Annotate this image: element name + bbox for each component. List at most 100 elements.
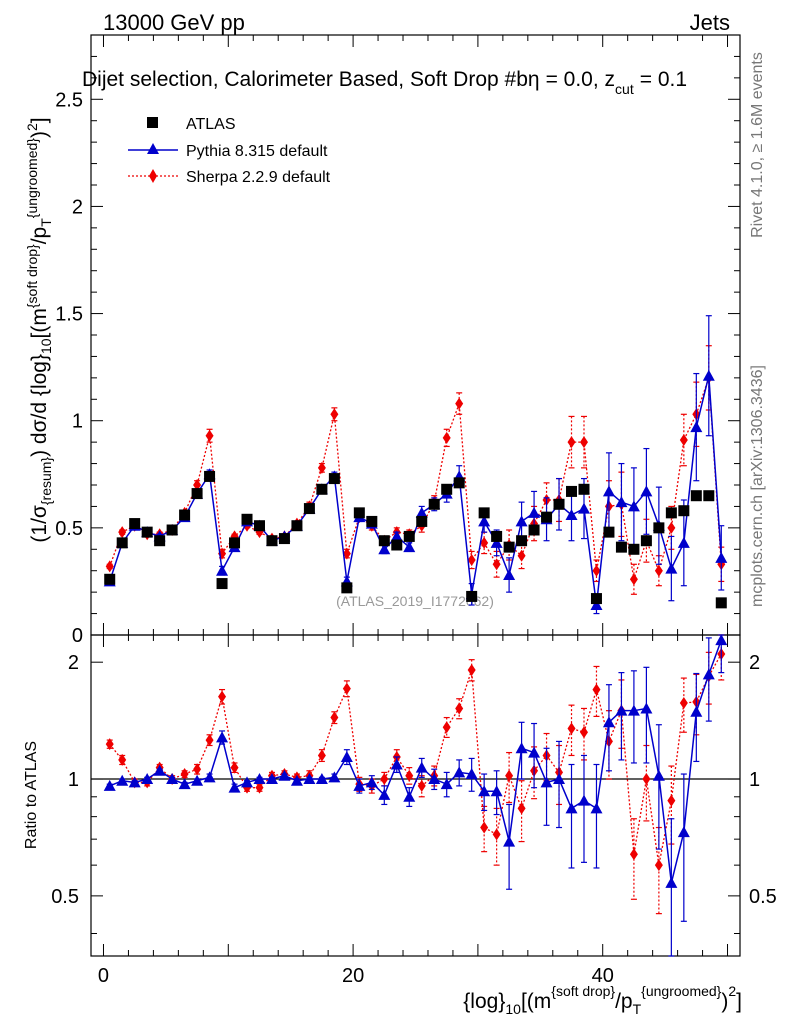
atlas-point bbox=[391, 539, 403, 551]
legend-marker-sherpa bbox=[149, 169, 157, 183]
side-label-rivet: Rivet 4.1.0, ≥ 1.6M events bbox=[749, 52, 766, 238]
atlas-point bbox=[466, 590, 478, 602]
pythia-ratio-point bbox=[315, 773, 328, 785]
pythia-ratio-point bbox=[153, 764, 166, 776]
sherpa-main-point bbox=[342, 547, 351, 560]
sherpa-ratio-point bbox=[480, 821, 489, 834]
pythia-ratio-point bbox=[365, 776, 378, 788]
sherpa-ratio-point bbox=[654, 859, 663, 872]
pythia-main-point bbox=[565, 509, 578, 520]
sherpa-main-point bbox=[579, 436, 588, 449]
atlas-point bbox=[154, 535, 166, 547]
plot-title: Dijet selection, Calorimeter Based, Soft… bbox=[82, 68, 687, 97]
pythia-ratio-point bbox=[540, 776, 553, 788]
pythia-main-point bbox=[677, 536, 690, 548]
atlas-point bbox=[403, 530, 415, 542]
pythia-ratio-point bbox=[216, 731, 229, 743]
y-axis-label-main: (1/σ{resum}) dσ/d {log}10[(m{soft drop}/… bbox=[24, 117, 54, 542]
atlas-point bbox=[316, 483, 328, 495]
sherpa-ratio-point bbox=[442, 721, 451, 734]
pythia-main-point bbox=[515, 515, 528, 527]
atlas-point bbox=[690, 490, 702, 502]
pythia-ratio-point bbox=[478, 785, 491, 797]
sherpa-ratio-line bbox=[109, 653, 722, 866]
atlas-point bbox=[266, 535, 278, 547]
pythia-ratio-point bbox=[565, 802, 578, 814]
y-tick-label-ratio: 0.5 bbox=[51, 886, 79, 908]
sherpa-ratio-point bbox=[505, 769, 514, 782]
ratio-data-layer bbox=[103, 634, 728, 957]
y-axis-label-ratio: Ratio to ATLAS bbox=[23, 741, 40, 849]
sherpa-ratio-point bbox=[642, 773, 651, 786]
pythia-main-point bbox=[690, 421, 703, 433]
legend-marker-atlas bbox=[147, 117, 158, 128]
plot-title-main: Dijet selection, Calorimeter Based, Soft… bbox=[82, 68, 528, 91]
atlas-point bbox=[640, 535, 652, 547]
atlas-point bbox=[653, 522, 665, 534]
pythia-ratio-point bbox=[715, 634, 728, 646]
atlas-point bbox=[141, 526, 153, 538]
pythia-main-point bbox=[665, 562, 678, 574]
atlas-point bbox=[491, 530, 503, 542]
sherpa-ratio-point bbox=[330, 711, 339, 724]
legend-label-atlas: ATLAS bbox=[186, 116, 236, 133]
sherpa-ratio-point bbox=[317, 749, 326, 762]
pythia-ratio-point bbox=[553, 773, 566, 785]
plot-title-sub: cut bbox=[615, 81, 634, 97]
pythia-main-point bbox=[602, 485, 615, 497]
y-tick-label-main: 1.5 bbox=[55, 304, 83, 326]
pythia-main-point bbox=[615, 496, 628, 508]
sherpa-main-point bbox=[567, 436, 576, 449]
atlas-point bbox=[353, 507, 365, 519]
atlas-point bbox=[253, 520, 265, 532]
atlas-point bbox=[578, 483, 590, 495]
pythia-ratio-point bbox=[203, 771, 216, 783]
y-tick-label-ratio-right: 1 bbox=[749, 769, 760, 791]
sherpa-main-point bbox=[105, 560, 114, 573]
sherpa-ratio-point bbox=[230, 761, 239, 774]
atlas-point bbox=[703, 490, 715, 502]
atlas-point bbox=[615, 541, 627, 553]
pythia-main-point bbox=[415, 506, 428, 518]
pythia-ratio-point bbox=[178, 778, 191, 790]
sherpa-main-point bbox=[455, 397, 464, 410]
y-tick-label-main: 2 bbox=[72, 196, 83, 218]
atlas-point bbox=[478, 507, 490, 519]
pythia-ratio-point bbox=[241, 776, 254, 788]
atlas-point bbox=[590, 593, 602, 605]
ratio-plot-frame bbox=[90, 634, 741, 957]
atlas-point bbox=[229, 537, 241, 549]
sherpa-ratio-point bbox=[218, 690, 227, 703]
pythia-ratio-point bbox=[116, 774, 129, 786]
pythia-ratio-point bbox=[577, 794, 590, 806]
plot-title-end: = 0.1 bbox=[640, 68, 687, 91]
sherpa-ratio-point bbox=[380, 773, 389, 786]
pythia-ratio-point bbox=[353, 779, 366, 791]
pythia-main-point bbox=[216, 564, 229, 576]
main-data-layer bbox=[103, 315, 728, 615]
pythia-ratio-point bbox=[528, 746, 541, 758]
pythia-main-point bbox=[503, 569, 516, 580]
pythia-ratio-point bbox=[378, 788, 391, 800]
sherpa-ratio-point bbox=[405, 769, 414, 782]
pythia-ratio-point bbox=[278, 769, 291, 781]
y-tick-label-main: 2.5 bbox=[55, 89, 83, 111]
sherpa-main-point bbox=[517, 549, 526, 562]
pythia-ratio-point bbox=[503, 835, 516, 847]
sherpa-ratio-point bbox=[467, 663, 476, 676]
side-label-mcplots: mcplots.cern.ch [arXiv:1306.3436] bbox=[749, 365, 766, 607]
sherpa-ratio-point bbox=[205, 734, 214, 747]
y-tick-label-main: 0.5 bbox=[55, 518, 83, 540]
pythia-ratio-point bbox=[627, 704, 640, 716]
atlas-point bbox=[453, 477, 465, 489]
sherpa-main-point bbox=[118, 526, 127, 539]
y-tick-label-ratio-right: 2 bbox=[749, 652, 760, 674]
pythia-ratio-point bbox=[103, 779, 116, 791]
atlas-point bbox=[528, 524, 540, 536]
pythia-main-point bbox=[627, 500, 640, 512]
atlas-point bbox=[303, 503, 315, 515]
y-tick-label-main: 0 bbox=[72, 625, 83, 647]
sherpa-main-point bbox=[679, 434, 688, 446]
pythia-main-point bbox=[640, 485, 653, 497]
pythia-ratio-point bbox=[677, 826, 690, 838]
